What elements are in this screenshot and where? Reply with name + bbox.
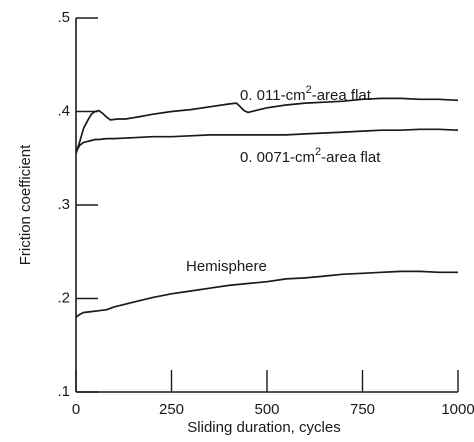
x-axis-label: Sliding duration, cycles [187,419,340,436]
series-label-hemisphere: Hemisphere [186,258,267,275]
y-ticks: .1 .2 .3 .4 .5 [57,9,98,400]
series-lines [75,97,459,318]
series-line-hemisphere [75,270,458,318]
series-label-prefix: 0. 0071-cm [240,149,315,166]
series-label-0011-flat: 0. 011-cm2-area flat [240,84,372,104]
y-tick-label: .3 [57,196,70,213]
series-line-00071-flat [75,128,459,153]
y-tick-label: .1 [57,383,70,400]
series-label-superscript: 2 [306,84,312,96]
series-label-prefix: 0. 011-cm [240,87,306,104]
x-tick-label: 0 [72,401,80,418]
series-label-suffix: -area flat [312,87,372,104]
y-axis-label: Friction coefficient [17,144,34,265]
series-label-00071-flat: 0. 0071-cm2-area flat [240,146,381,166]
series-label-prefix: Hemisphere [186,258,267,275]
y-tick-label: .2 [57,290,70,307]
x-ticks: 0 250 500 750 1000 [72,370,474,418]
x-tick-label: 1000 [441,401,474,418]
y-tick-label: .5 [57,9,70,26]
series-line-0011-flat [75,97,459,154]
x-tick-label: 500 [254,401,279,418]
y-tick-label: .4 [57,103,70,120]
series-label-suffix: -area flat [321,149,381,166]
series-label-superscript: 2 [315,146,321,158]
x-tick-label: 250 [159,401,184,418]
x-tick-label: 750 [350,401,375,418]
